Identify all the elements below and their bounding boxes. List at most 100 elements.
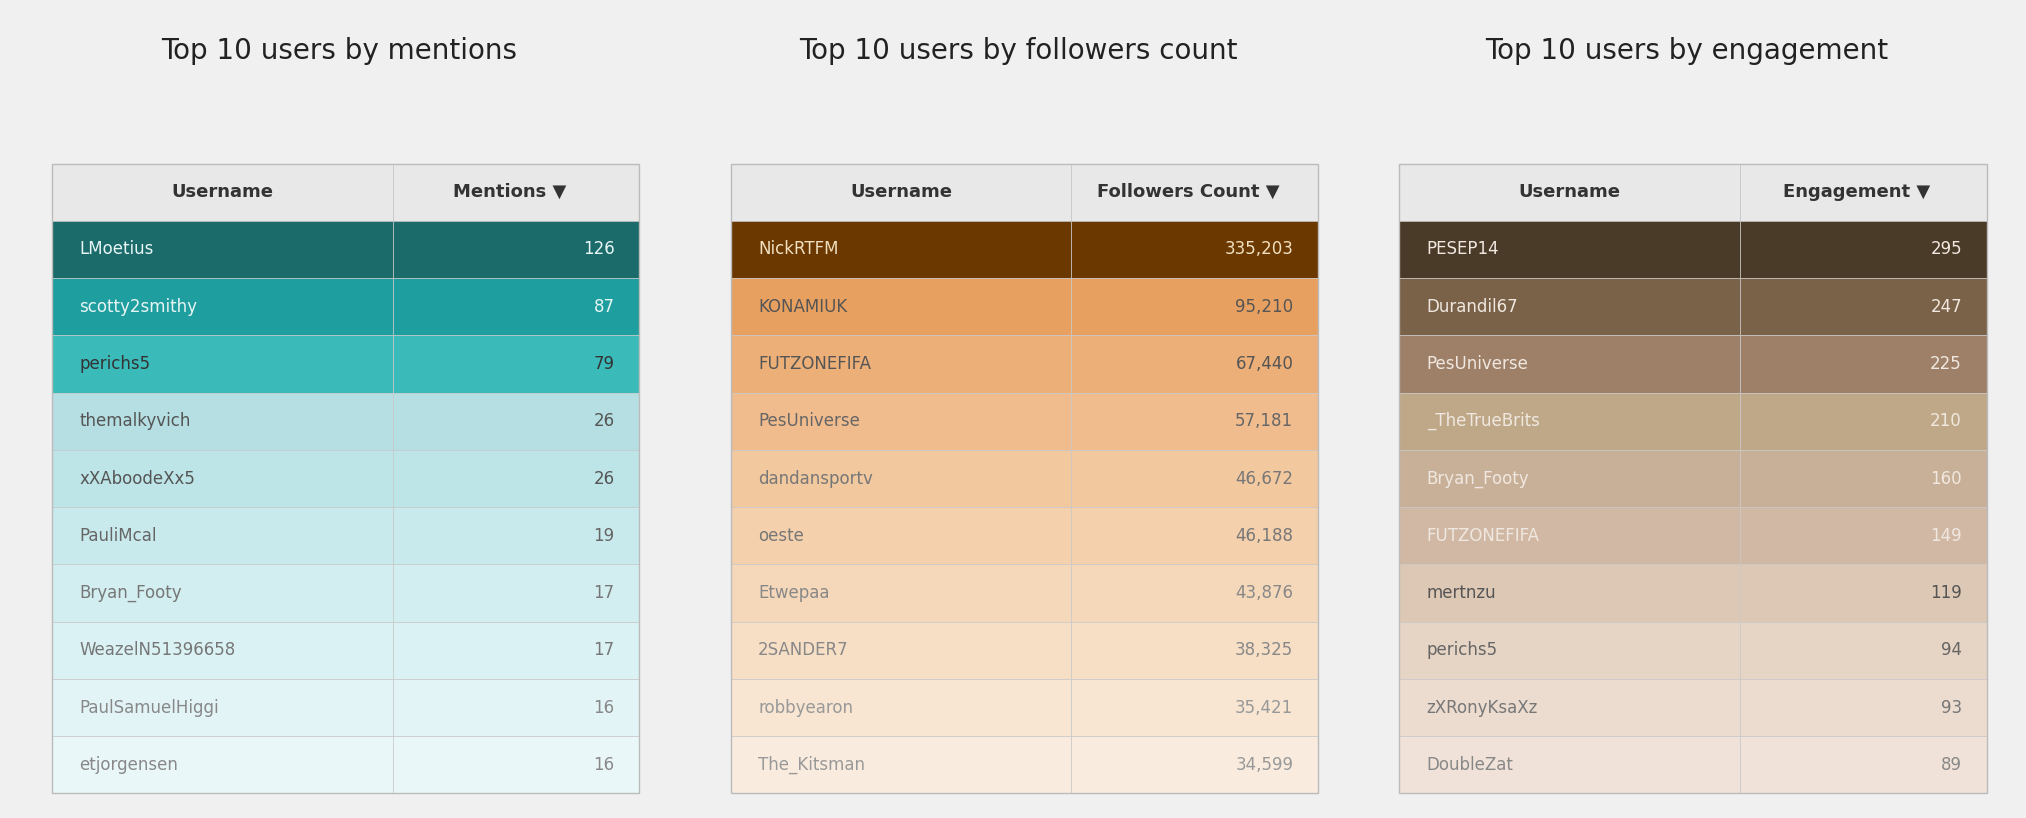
Bar [53,164,393,221]
Bar [1400,450,1740,507]
Bar [393,679,640,736]
Text: PesUniverse: PesUniverse [1426,355,1528,373]
Bar [731,164,1319,793]
Bar [731,278,1072,335]
Text: WeazelN51396658: WeazelN51396658 [79,641,235,659]
Bar [53,335,393,393]
Bar [1072,679,1319,736]
Text: Top 10 users by mentions: Top 10 users by mentions [162,37,517,65]
Bar [1400,393,1740,450]
Text: Mentions ▼: Mentions ▼ [454,183,567,201]
Text: PesUniverse: PesUniverse [758,412,859,430]
Text: themalkyvich: themalkyvich [79,412,190,430]
Bar [393,622,640,679]
Text: Bryan_Footy: Bryan_Footy [79,584,182,602]
Bar [731,393,1072,450]
Text: The_Kitsman: The_Kitsman [758,756,865,774]
Text: oeste: oeste [758,527,804,545]
Bar [1072,278,1319,335]
Text: 17: 17 [594,584,614,602]
Text: perichs5: perichs5 [1426,641,1497,659]
Bar [1400,278,1740,335]
Bar [1740,221,1988,278]
Bar [53,622,393,679]
Text: 335,203: 335,203 [1224,240,1293,258]
Text: 95,210: 95,210 [1236,298,1293,316]
Bar [1072,450,1319,507]
Bar [53,450,393,507]
Bar [1740,507,1988,564]
Bar [1740,278,1988,335]
Text: PaulSamuelHiggi: PaulSamuelHiggi [79,699,219,717]
Text: perichs5: perichs5 [79,355,150,373]
Bar [1740,736,1988,793]
Text: Durandil67: Durandil67 [1426,298,1517,316]
Text: 126: 126 [583,240,614,258]
Text: dandansportv: dandansportv [758,470,873,488]
Text: robbyearon: robbyearon [758,699,853,717]
Text: 247: 247 [1931,298,1961,316]
Bar [1072,393,1319,450]
Bar [393,393,640,450]
Bar [1072,564,1319,622]
Text: 57,181: 57,181 [1236,412,1293,430]
Bar [393,507,640,564]
Bar [393,278,640,335]
Bar [1072,335,1319,393]
Bar [1740,564,1988,622]
Text: Etwepaa: Etwepaa [758,584,829,602]
Text: 26: 26 [594,470,614,488]
Text: 34,599: 34,599 [1236,756,1293,774]
Bar [53,679,393,736]
Bar [1400,164,1740,221]
Text: 87: 87 [594,298,614,316]
Text: NickRTFM: NickRTFM [758,240,839,258]
Text: _TheTrueBrits: _TheTrueBrits [1426,412,1540,430]
Text: DoubleZat: DoubleZat [1426,756,1513,774]
Bar [1740,679,1988,736]
Bar [731,450,1072,507]
Bar [1400,622,1740,679]
Bar [393,335,640,393]
Bar [1072,221,1319,278]
Text: PauliMcal: PauliMcal [79,527,156,545]
Bar [1400,679,1740,736]
Text: Username: Username [172,183,274,201]
Bar [1072,622,1319,679]
Bar [1740,450,1988,507]
Bar [393,564,640,622]
Text: zXRonyKsaXz: zXRonyKsaXz [1426,699,1538,717]
Bar [731,335,1072,393]
Bar [53,164,640,793]
Text: 210: 210 [1931,412,1961,430]
Bar [53,278,393,335]
Bar [1400,221,1740,278]
Text: PESEP14: PESEP14 [1426,240,1499,258]
Text: 16: 16 [594,756,614,774]
Bar [53,393,393,450]
Text: 89: 89 [1941,756,1961,774]
Text: LMoetius: LMoetius [79,240,154,258]
Bar [1400,507,1740,564]
Text: 38,325: 38,325 [1236,641,1293,659]
Text: 46,188: 46,188 [1236,527,1293,545]
Bar [393,164,640,221]
Text: scotty2smithy: scotty2smithy [79,298,197,316]
Bar [1072,507,1319,564]
Bar [1400,564,1740,622]
Bar [53,221,393,278]
Bar [393,450,640,507]
Bar [1072,164,1319,221]
Text: 119: 119 [1931,584,1961,602]
Text: 35,421: 35,421 [1236,699,1293,717]
Text: 94: 94 [1941,641,1961,659]
Bar [731,164,1072,221]
Bar [393,736,640,793]
Bar [393,221,640,278]
Text: 2SANDER7: 2SANDER7 [758,641,849,659]
Text: Username: Username [851,183,952,201]
Bar [53,507,393,564]
Text: 17: 17 [594,641,614,659]
Bar [1740,164,1988,221]
Text: Top 10 users by followers count: Top 10 users by followers count [798,37,1238,65]
